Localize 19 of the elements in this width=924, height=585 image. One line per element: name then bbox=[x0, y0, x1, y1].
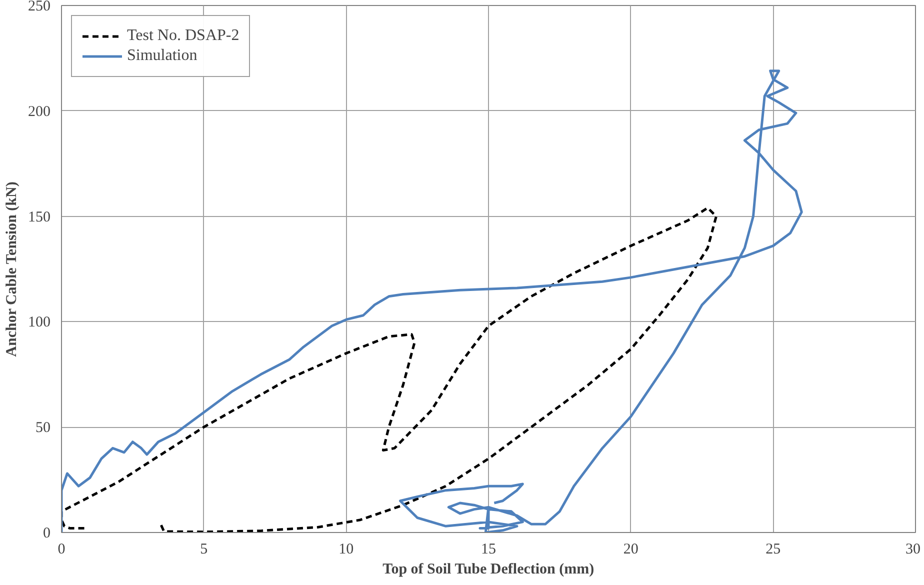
x-tick-label: 0 bbox=[58, 542, 66, 558]
x-tick-label: 5 bbox=[200, 542, 208, 558]
y-tick-label: 50 bbox=[36, 420, 50, 436]
legend-label: Simulation bbox=[127, 47, 198, 65]
x-tick-label: 10 bbox=[338, 542, 354, 558]
x-tick-label: 20 bbox=[623, 542, 638, 558]
x-axis-title: Top of Soil Tube Deflection (mm) bbox=[382, 562, 594, 578]
x-tick-label: 30 bbox=[906, 542, 920, 558]
x-tick-label: 15 bbox=[481, 542, 496, 558]
line-series bbox=[62, 70, 803, 532]
x-tick-label: 25 bbox=[766, 542, 781, 558]
y-tick-label: 200 bbox=[28, 104, 50, 120]
y-tick-label: 100 bbox=[28, 314, 50, 331]
legend-label: Test No. DSAP-2 bbox=[127, 27, 240, 45]
y-tick-label: 250 bbox=[28, 0, 50, 14]
line-series bbox=[62, 206, 718, 532]
y-tick-label: 150 bbox=[28, 209, 50, 226]
y-axis-title: Anchor Cable Tension (kN) bbox=[4, 182, 20, 357]
y-tick-label: 0 bbox=[43, 526, 50, 542]
